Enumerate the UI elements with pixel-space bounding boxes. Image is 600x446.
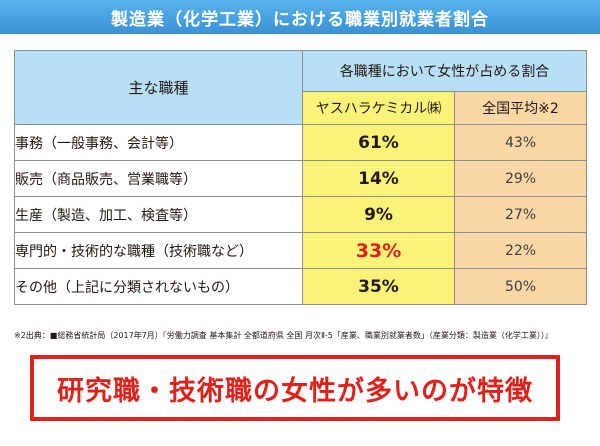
page-title: 製造業（化学工業）における職業別就業者割合 [0,0,600,34]
header-company: ヤスハラケミカル㈱ [302,91,455,125]
occupation-table: 主な職種 各職種において女性が占める割合 ヤスハラケミカル㈱ 全国平均※2 事務… [14,50,587,305]
source-note: ※2出典：■総務省統計局（2017年7月）『労働力調査 基本集計 全都道府県 全… [14,331,553,340]
national-value: 29% [454,160,587,197]
header-job: 主な職種 [14,50,303,125]
national-value: 22% [454,232,587,269]
table-row: 販売（商品販売、営業職等） 14% 29% [14,160,587,197]
company-value: 14% [302,160,455,197]
callout-banner: 研究職・技術職の女性が多いのが特徴 [30,355,560,421]
job-label: 事務（一般事務、会計等） [14,124,303,161]
company-value: 61% [302,124,455,161]
company-value: 35% [302,268,455,305]
national-value: 43% [454,124,587,161]
job-label: その他（上記に分類されないもの） [14,268,303,305]
header-national-average: 全国平均※2 [454,91,587,125]
job-label: 販売（商品販売、営業職等） [14,160,303,197]
national-value: 50% [454,268,587,305]
table-row: その他（上記に分類されないもの） 35% 50% [14,268,587,305]
job-label: 専門的・技術的な職種（技術職など） [14,232,303,269]
national-value: 27% [454,196,587,233]
table-row: 事務（一般事務、会計等） 61% 43% [14,124,587,161]
table-row: 生産（製造、加工、検査等） 9% 27% [14,196,587,233]
header-female-share: 各職種において女性が占める割合 [302,50,587,92]
company-value: 9% [302,196,455,233]
job-label: 生産（製造、加工、検査等） [14,196,303,233]
company-value-highlight: 33% [302,232,455,269]
table-row: 専門的・技術的な職種（技術職など） 33% 22% [14,232,587,269]
